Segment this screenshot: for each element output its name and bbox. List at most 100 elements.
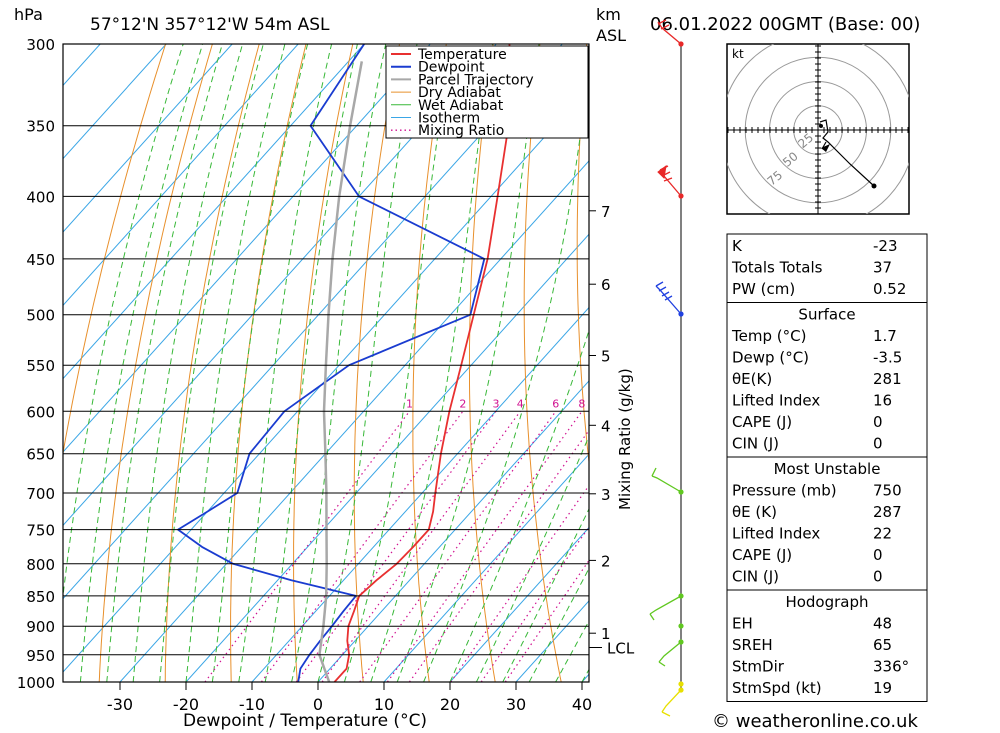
index-label: PW (cm)	[732, 280, 795, 298]
height-tick-label: 4	[601, 417, 611, 435]
wet-adiabat-line	[79, 44, 204, 682]
index-value: 0	[873, 568, 883, 586]
wet-adiabat-line	[63, 44, 184, 601]
mixing-ratio-labels: 1 2 3 4 6 8	[406, 397, 585, 410]
pressure-tick-label: 550	[26, 357, 55, 375]
index-value: 0	[873, 413, 883, 431]
dry-adiabat-line	[412, 44, 447, 682]
hodograph-end-dot	[871, 183, 877, 189]
pressure-tick-label: 850	[26, 588, 55, 606]
pressure-tick-label: 400	[26, 188, 55, 206]
pressure-tick-label: 950	[26, 647, 55, 665]
isotherm-line	[185, 233, 589, 682]
index-value: 65	[873, 636, 892, 654]
pressure-tick-label: 750	[26, 522, 55, 540]
pressure-tick-label: 900	[26, 618, 55, 636]
mixing-ratio-label: 8	[578, 397, 585, 410]
x-tick-label: -20	[173, 695, 199, 714]
index-value: 37	[873, 259, 892, 277]
height-tick-label: 3	[601, 486, 611, 504]
x-axis-label: Dewpoint / Temperature (°C)	[183, 711, 427, 731]
hodograph-start-dot	[819, 124, 823, 128]
isotherm-line	[317, 380, 589, 682]
asl-label: ASL	[596, 26, 626, 45]
temperature-axis: -30 -20 -10 0 10 20 30 40	[107, 682, 592, 714]
mixing-ratio-axis-label: Mixing Ratio (g/kg)	[616, 368, 634, 510]
hodograph-trace	[819, 119, 875, 187]
dry-adiabat-line	[353, 44, 400, 682]
wind-barb-pennant	[657, 164, 667, 180]
height-tick-label: 6	[601, 276, 611, 294]
x-tick-label: 20	[440, 695, 460, 714]
wet-adiabat-line	[449, 328, 589, 682]
wind-barb-feather	[651, 467, 657, 477]
mixing-ratio-label: 4	[517, 397, 524, 410]
index-label: θE(K)	[732, 370, 772, 388]
index-value: 281	[873, 370, 902, 388]
storm-motion-line	[821, 141, 827, 150]
wet-adiabat-line	[106, 44, 223, 682]
index-label: Pressure (mb)	[732, 482, 837, 500]
index-value: 0	[873, 546, 883, 564]
pressure-tick-label: 300	[26, 36, 55, 54]
surface-title: Surface	[798, 306, 855, 324]
isotherm-line	[63, 44, 233, 233]
wet-adiabat-line	[343, 44, 453, 682]
dry-adiabat-line	[230, 44, 307, 682]
index-label: θE (K)	[732, 503, 777, 521]
most-unstable-title: Most Unstable	[774, 460, 881, 478]
wet-adiabat-line	[396, 44, 540, 682]
index-value: 19	[873, 679, 892, 697]
isotherm-line	[449, 526, 589, 682]
legend-entry: Parcel Trajectory	[418, 72, 534, 88]
dry-adiabat-line	[961, 44, 1000, 682]
wind-level-dot	[678, 681, 684, 687]
index-box	[726, 589, 928, 702]
index-label: SREH	[732, 636, 773, 654]
datetime-title: 06.01.2022 00GMT (Base: 00)	[650, 14, 920, 35]
index-label: StmSpd (kt)	[732, 679, 822, 697]
x-tick-label: 40	[572, 695, 592, 714]
lcl-label: LCL	[607, 640, 635, 658]
x-tick-label: 10	[374, 695, 394, 714]
index-label: Lifted Index	[732, 392, 820, 410]
mixing-ratio-label: 1	[406, 397, 413, 410]
wind-barb	[651, 475, 682, 493]
isotherm-line	[63, 86, 589, 673]
wind-barb	[649, 595, 682, 615]
mixing-ratio-label: 3	[493, 397, 500, 410]
index-value: 336°	[873, 658, 909, 676]
wind-barb-feather	[655, 281, 673, 301]
km-label: km	[596, 5, 621, 24]
wind-barb-feather	[661, 711, 671, 717]
index-label: Temp (°C)	[731, 327, 806, 345]
isotherm-line	[119, 160, 589, 682]
height-axis: 1 2 3 4 5 6 7 LCL	[588, 44, 635, 682]
index-value: 0.52	[873, 280, 906, 298]
index-value: -3.5	[873, 349, 902, 367]
wet-adiabat-line	[317, 44, 418, 682]
wet-adiabat-line	[132, 44, 244, 682]
index-label: Dewp (°C)	[732, 349, 809, 367]
storm-motion-arrow	[821, 144, 830, 152]
index-label: CAPE (J)	[732, 546, 792, 564]
legend-entry: Dewpoint	[418, 60, 485, 76]
legend-entry: Isotherm	[418, 111, 480, 127]
isotherm-line	[63, 44, 563, 600]
index-value: 750	[873, 482, 902, 500]
pressure-tick-label: 600	[26, 403, 55, 421]
dry-adiabat-line	[63, 44, 167, 457]
height-tick-label: 1	[601, 625, 611, 643]
legend-entry: Dry Adiabat	[418, 85, 501, 101]
x-tick-label: 30	[506, 695, 526, 714]
hpa-label: hPa	[14, 5, 43, 24]
credit-text: © weatheronline.co.uk	[712, 711, 918, 732]
index-value: 0	[873, 435, 883, 453]
pressure-tick-label: 450	[26, 251, 55, 269]
index-label: CIN (J)	[732, 435, 779, 453]
legend-entry: Wet Adiabat	[418, 98, 504, 114]
wind-profile	[649, 19, 684, 717]
isotherm-line	[383, 453, 589, 682]
wet-adiabat-line	[475, 434, 589, 682]
